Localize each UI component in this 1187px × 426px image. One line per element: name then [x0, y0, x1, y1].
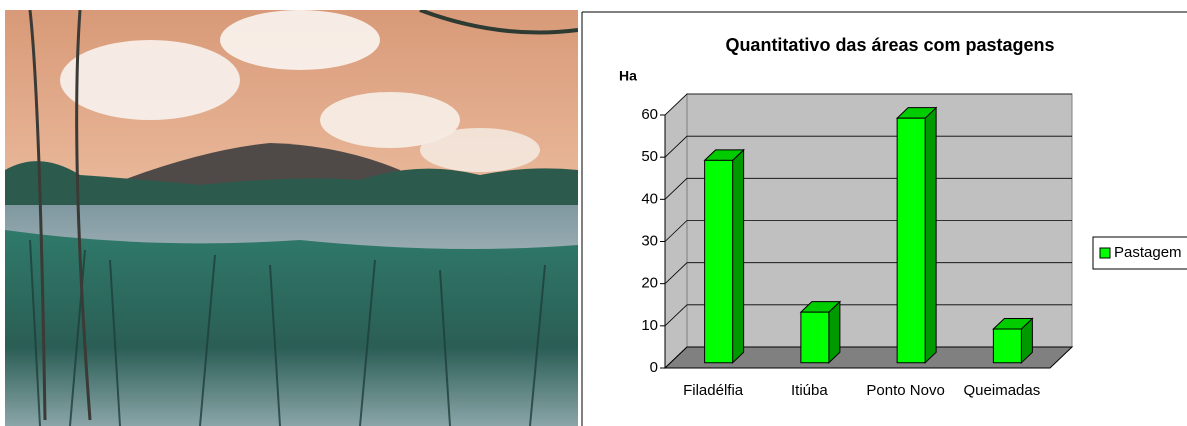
x-tick-label: Filadélfia: [683, 382, 744, 399]
grid-line: [664, 220, 1072, 242]
x-tick-label: Queimadas: [964, 382, 1041, 399]
legend-swatch: [1099, 247, 1111, 259]
y-tick-label: 60: [641, 106, 658, 123]
bar: [704, 159, 734, 364]
bar-side: [924, 106, 937, 364]
photo: [5, 10, 578, 426]
y-tick-label: 10: [641, 317, 658, 334]
grid-line: [664, 304, 1072, 327]
bar-side: [732, 148, 745, 364]
grid-line: [664, 177, 1072, 200]
chart-title: Quantitativo das áreas com pastagens: [725, 35, 1054, 55]
grid-line: [664, 135, 1072, 158]
y-tick-label: 50: [641, 148, 658, 165]
y-tick-label: 20: [641, 275, 658, 292]
y-tick-label: 40: [641, 190, 658, 207]
y-tick-label: 30: [641, 232, 658, 249]
y-tick-label: 0: [650, 359, 658, 376]
grid-line: [664, 262, 1072, 284]
x-tick-label: Itiúba: [791, 382, 828, 399]
legend-label: Pastagem: [1114, 244, 1182, 261]
y-axis-label: Ha: [619, 68, 637, 84]
x-tick-label: Ponto Novo: [866, 382, 944, 399]
grid-line: [664, 346, 1072, 369]
chart: Quantitativo das áreas com pastagens Ha …: [581, 11, 1187, 426]
bar: [896, 117, 926, 364]
bar: [992, 328, 1022, 364]
bar: [800, 311, 830, 364]
grid-line: [664, 93, 1072, 116]
